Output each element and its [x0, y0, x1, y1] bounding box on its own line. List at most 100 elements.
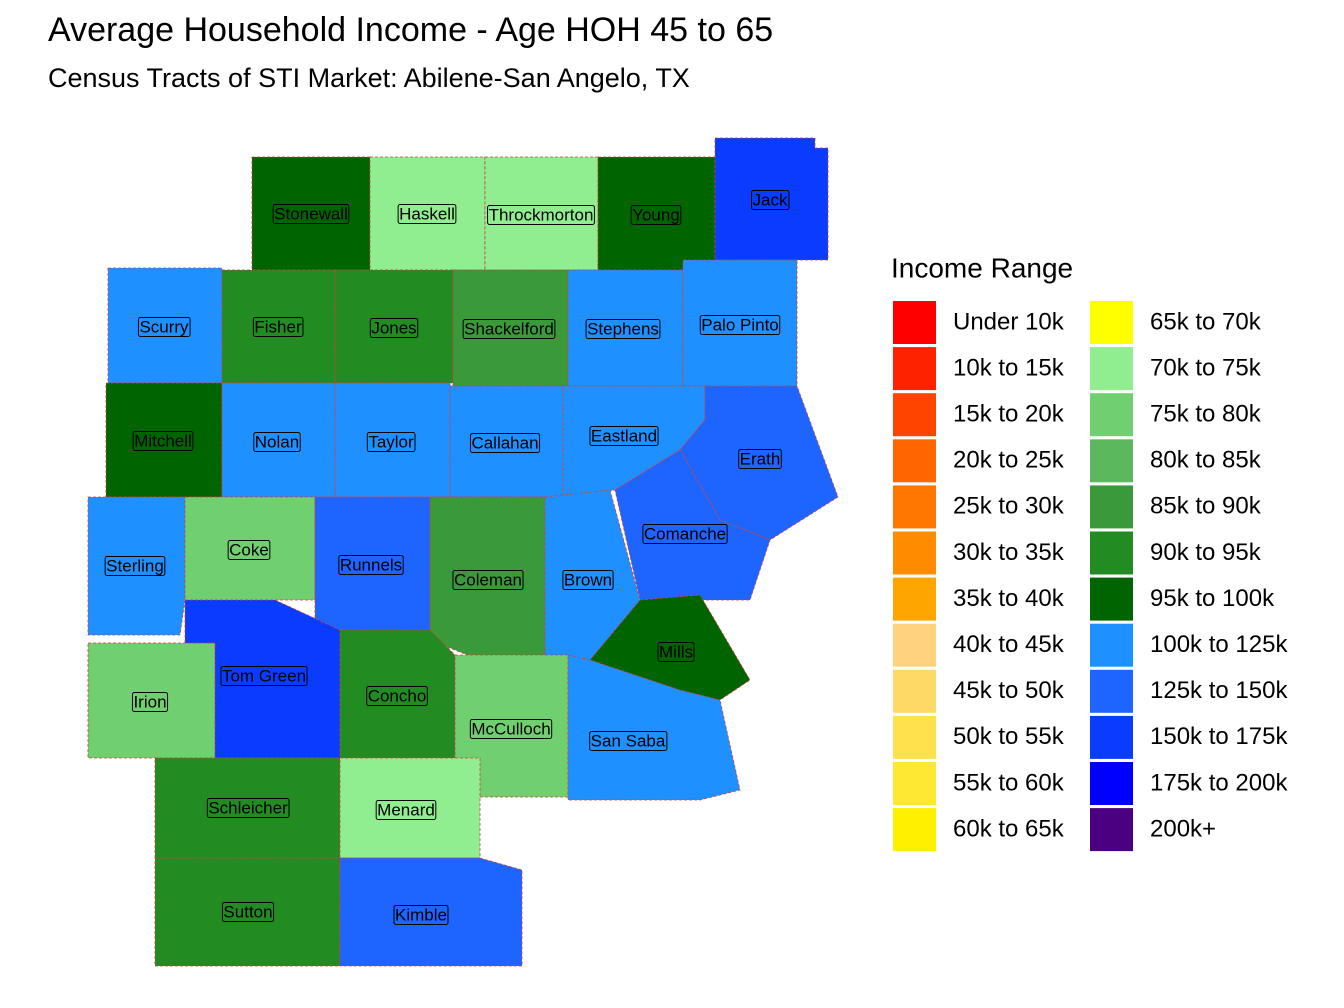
- county-label-box: [642, 523, 728, 544]
- legend-swatch: [1090, 301, 1133, 344]
- county-label-box: [131, 691, 169, 712]
- county-label-box: [206, 797, 290, 818]
- counties: [87, 137, 839, 967]
- legend-swatch: [1090, 669, 1133, 713]
- county-label-box: [137, 316, 191, 337]
- legend-label: 90k to 95k: [1150, 539, 1262, 566]
- legend-swatch: [893, 485, 936, 529]
- county-label: Mills: [659, 642, 693, 661]
- county-label: Palo Pinto: [701, 315, 779, 334]
- county-label-box: [221, 901, 275, 922]
- legend-swatch: [1090, 439, 1133, 483]
- county-label: Mitchell: [134, 431, 192, 450]
- county-label-box: [252, 316, 304, 337]
- legend-swatch: [893, 715, 936, 759]
- legend-swatch: [1090, 485, 1133, 529]
- legend-label: 50k to 55k: [953, 723, 1065, 750]
- county-label: Menard: [377, 800, 435, 819]
- legend-swatch: [893, 669, 936, 713]
- county-label: Tom Green: [222, 666, 306, 685]
- county-label: Schleicher: [208, 798, 288, 817]
- county-label-box: [366, 431, 416, 452]
- legend-label: 10k to 15k: [953, 354, 1065, 381]
- county-label: Concho: [368, 686, 427, 705]
- legend-swatch: [893, 301, 936, 344]
- county-label-box: [630, 204, 682, 225]
- legend-label: 70k to 75k: [1150, 354, 1262, 381]
- legend-swatch: [1090, 577, 1133, 621]
- county-label-box: [366, 685, 428, 706]
- legend: Under 10k 10k to 15k 15k to 20k 20k to 25k 2…: [893, 301, 1288, 852]
- legend-swatch: [893, 762, 936, 805]
- county: [339, 857, 523, 967]
- county-label-box: [469, 432, 541, 453]
- county-label: Erath: [740, 449, 781, 468]
- legend-label: 35k to 40k: [953, 585, 1065, 612]
- county-label: San Saba: [591, 731, 666, 750]
- county-label-box: [751, 189, 790, 210]
- county-label-box: [585, 318, 661, 339]
- county-label: Jones: [371, 318, 416, 337]
- legend-swatch: [1090, 531, 1133, 575]
- county-label-box: [589, 730, 668, 751]
- legend-label: 75k to 80k: [1150, 401, 1262, 428]
- legend-swatch: [1090, 808, 1133, 852]
- county-label-box: [657, 641, 695, 662]
- county-label: Comanche: [644, 524, 726, 543]
- county-label-box: [104, 555, 166, 576]
- county-label-box: [338, 554, 404, 575]
- legend-label: Under 10k: [953, 308, 1065, 335]
- county-label: Sutton: [223, 902, 272, 921]
- legend-swatch: [893, 347, 936, 391]
- legend-swatch: [893, 531, 936, 575]
- county-label: Kimble: [395, 905, 447, 924]
- legend-swatch: [893, 439, 936, 483]
- legend-label: 40k to 45k: [953, 631, 1065, 658]
- county-label-box: [462, 318, 556, 339]
- county-label-box: [132, 430, 194, 451]
- county: [107, 267, 223, 384]
- county-label: Irion: [133, 692, 166, 711]
- legend-label: 85k to 90k: [1150, 493, 1262, 520]
- legend-label: 200k+: [1150, 815, 1216, 842]
- county-label-box: [738, 448, 782, 469]
- county-label-box: [397, 203, 457, 224]
- county: [449, 385, 564, 498]
- legend-label: 100k to 125k: [1150, 631, 1288, 658]
- legend-label: 60k to 65k: [953, 815, 1065, 842]
- legend-label: 45k to 50k: [953, 677, 1065, 704]
- legend-label: 95k to 100k: [1150, 585, 1275, 612]
- legend-swatch: [1090, 347, 1133, 391]
- county: [567, 654, 741, 801]
- county: [334, 382, 451, 498]
- county-label-box: [253, 431, 301, 452]
- legend-swatch: [893, 623, 936, 667]
- legend-label: 65k to 70k: [1150, 308, 1262, 335]
- legend-swatch: [1090, 393, 1133, 437]
- legend-label: 30k to 35k: [953, 539, 1065, 566]
- county-label: Young: [632, 205, 680, 224]
- county-label: Sterling: [106, 556, 164, 575]
- county-label-box: [393, 904, 449, 925]
- county-label: Coke: [229, 540, 269, 559]
- county-label: Eastland: [591, 426, 657, 445]
- legend-swatch: [893, 577, 936, 621]
- county-label-box: [272, 203, 350, 224]
- county-label-box: [369, 317, 419, 338]
- county: [87, 496, 186, 636]
- county-label: Shackelford: [464, 319, 554, 338]
- county-label-box: [452, 569, 524, 590]
- legend-label: 55k to 60k: [953, 769, 1065, 796]
- legend-swatch: [1090, 715, 1133, 759]
- county: [614, 449, 771, 601]
- county-label: Jack: [753, 190, 788, 209]
- county-label: Haskell: [399, 204, 455, 223]
- county-label: Stephens: [587, 319, 659, 338]
- county-label: Brown: [564, 570, 612, 589]
- county-label-box: [699, 314, 781, 335]
- county-label-box: [227, 539, 271, 560]
- county-label-box: [220, 665, 308, 686]
- map-title: Average Household Income - Age HOH 45 to…: [48, 11, 773, 49]
- legend-swatch: [893, 808, 936, 852]
